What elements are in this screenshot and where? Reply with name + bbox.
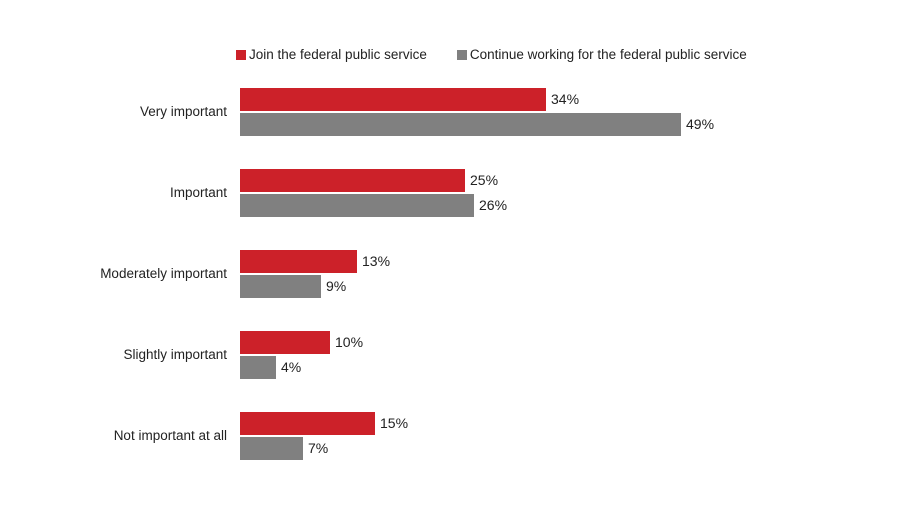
category-label: Slightly important bbox=[123, 347, 227, 362]
data-label: 4% bbox=[281, 359, 302, 375]
bar-join bbox=[240, 331, 330, 354]
bar-join bbox=[240, 169, 465, 192]
category-label: Important bbox=[169, 185, 227, 200]
data-label: 13% bbox=[362, 253, 391, 269]
legend-label-join: Join the federal public service bbox=[249, 47, 427, 62]
legend-item-continue: Continue working for the federal public … bbox=[456, 47, 747, 62]
bar-join bbox=[240, 412, 375, 435]
data-label: 49% bbox=[686, 116, 715, 132]
legend-swatch-join bbox=[236, 49, 246, 60]
bar-continue bbox=[240, 275, 321, 298]
bar-continue bbox=[240, 113, 681, 136]
bar-continue bbox=[240, 356, 276, 379]
data-label: 25% bbox=[470, 172, 499, 188]
bar-join bbox=[240, 88, 546, 111]
category-label: Moderately important bbox=[100, 266, 227, 281]
data-label: 10% bbox=[335, 334, 364, 350]
category-label: Not important at all bbox=[113, 428, 227, 443]
legend-label-continue: Continue working for the federal public … bbox=[469, 47, 747, 62]
legend: Join the federal public service Continue… bbox=[236, 47, 777, 62]
data-label: 9% bbox=[326, 278, 347, 294]
bar-continue bbox=[240, 194, 474, 217]
legend-item-join: Join the federal public service bbox=[236, 47, 427, 62]
data-label: 34% bbox=[551, 91, 580, 107]
legend-swatch-continue bbox=[456, 49, 467, 60]
data-label: 15% bbox=[380, 415, 409, 431]
bar-join bbox=[240, 250, 357, 273]
data-label: 26% bbox=[479, 197, 508, 213]
data-label: 7% bbox=[308, 440, 329, 456]
category-label: Very important bbox=[139, 104, 227, 119]
bar-continue bbox=[240, 437, 303, 460]
